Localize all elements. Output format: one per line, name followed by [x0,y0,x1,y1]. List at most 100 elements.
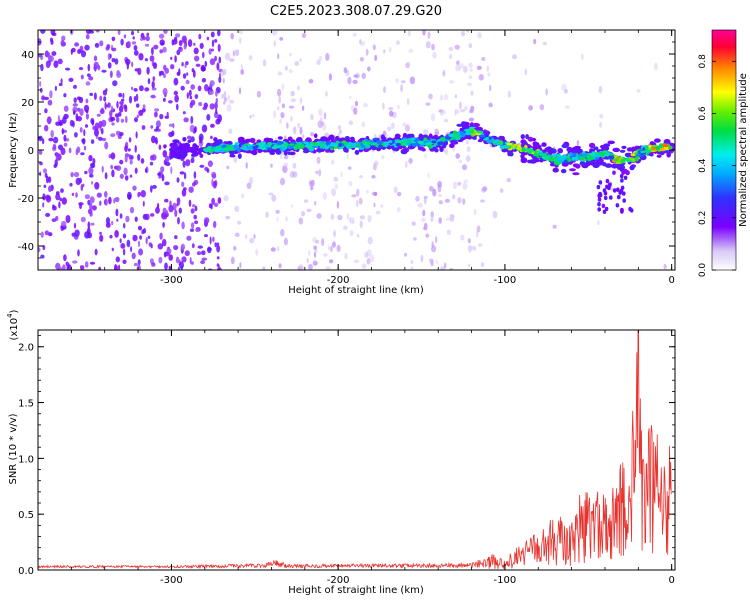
spectrogram-speckle [84,44,90,51]
spectrogram-speckle [151,262,156,267]
spectrogram-speckle [63,254,67,262]
spectrogram-speckle [98,136,103,141]
spectrogram-speckle [449,80,454,84]
ridge-core-point [267,147,273,151]
snr-ytick-label: 0.0 [18,566,34,577]
ridge-halo-point [237,153,242,159]
spectrogram-speckle [233,155,238,163]
spectrogram-speckle [82,183,85,188]
ridge-core-point [432,144,437,147]
spectrogram-xtick-label: 0 [668,275,674,286]
spectrogram-speckle [469,68,473,72]
spectrogram-speckle [116,100,119,109]
spectrogram-speckle [298,217,304,225]
spectrogram-speckle [150,94,156,99]
spectrogram-speckle [283,237,288,246]
spectrogram-speckle [168,123,174,127]
ridge-core-point [607,155,615,160]
spectrogram-ytick-label: -20 [18,194,34,205]
spectrogram-speckle [157,172,162,176]
spectrogram-speckle [179,261,184,269]
spectrogram-speckle [154,108,160,112]
spectrogram-speckle [434,128,440,135]
ridge-core-point [206,148,211,151]
spectrogram-speckle [134,216,138,222]
ridge-halo-point [624,152,632,158]
spectrogram-speckle [395,40,400,45]
spectrogram-speckle [146,32,149,37]
spectrogram-speckle [194,220,199,225]
ridge-halo-point [433,134,438,139]
spectrogram-speckle [73,84,77,89]
spectrogram-speckle [111,169,115,178]
spectrogram-speckle [253,234,256,239]
spectrogram-speckle [191,68,195,73]
ridge-tail-point [612,188,617,193]
spectrogram-speckle [104,172,108,180]
spectrogram-speckle [136,114,140,119]
spectrogram-speckle [320,117,323,122]
spectrogram-speckle [182,160,186,168]
spectrogram-speckle [48,137,54,142]
spectrogram-speckle [94,182,100,190]
snr-multiplier: (x104) [6,309,20,340]
ridge-tail-point [597,207,601,212]
spectrogram-speckle [466,82,473,87]
spectrogram-speckle [90,162,95,168]
spectrogram-speckle [467,238,471,244]
spectrogram-speckle [539,104,545,111]
spectrogram-speckle [186,72,189,76]
spectrogram-speckle [179,171,185,175]
ridge-halo-point [183,144,188,150]
ridge-core-point [351,143,356,148]
spectrogram-speckle [85,124,88,128]
ridge-core-point [640,150,646,154]
spectrogram-speckle [185,79,190,85]
ridge-core-point [237,147,241,152]
ridge-halo-point [579,161,586,166]
spectrogram-speckle [111,122,115,126]
spectrogram-speckle [225,215,230,220]
spectrogram-speckle [409,76,416,85]
spectrogram-speckle [437,184,442,193]
spectrogram-speckle [332,241,336,248]
spectrogram-speckle [512,54,517,60]
spectrogram-speckle [211,48,214,52]
ridge-tail-point [620,207,624,213]
spectrogram-speckle [61,197,67,205]
spectrogram-speckle [96,113,101,117]
spectrogram-speckle [98,266,102,270]
ridge-halo-point [395,134,401,138]
ridge-core-point [588,156,594,161]
snr-xtick-label: -100 [494,575,517,586]
ridge-halo-point [172,139,180,144]
spectrogram-speckle [229,99,235,104]
spectrogram-speckle [223,91,227,99]
spectrogram-speckle [468,245,474,251]
ridge-halo-point [508,151,514,157]
spectrogram-speckle [149,161,154,166]
ridge-core-point [437,141,444,146]
spectrogram-speckle [468,75,473,79]
spectrogram-speckle [51,218,57,223]
spectrogram-speckle [157,128,161,132]
spectrogram-speckle [84,170,88,175]
spectrogram-speckle [151,154,157,161]
spectrogram-speckle [245,162,248,169]
ridge-halo-point [630,164,636,168]
spectrogram-speckle [153,44,159,50]
spectrogram-speckle [90,139,95,144]
spectrogram-speckle [283,154,289,160]
spectrogram-speckle [49,90,53,99]
spectrogram-speckle [314,201,317,206]
spectrogram-speckle [60,39,65,47]
ridge-halo-point [213,137,218,142]
spectrogram-speckle [164,262,168,270]
spectrogram-speckle [201,78,207,83]
spectrogram-speckle [343,225,348,230]
spectrogram-speckle [140,190,146,198]
spectrogram-speckle [194,94,199,99]
spectrogram-speckle [77,249,80,257]
ridge-halo-point [589,148,594,152]
spectrogram-speckle [168,265,172,270]
